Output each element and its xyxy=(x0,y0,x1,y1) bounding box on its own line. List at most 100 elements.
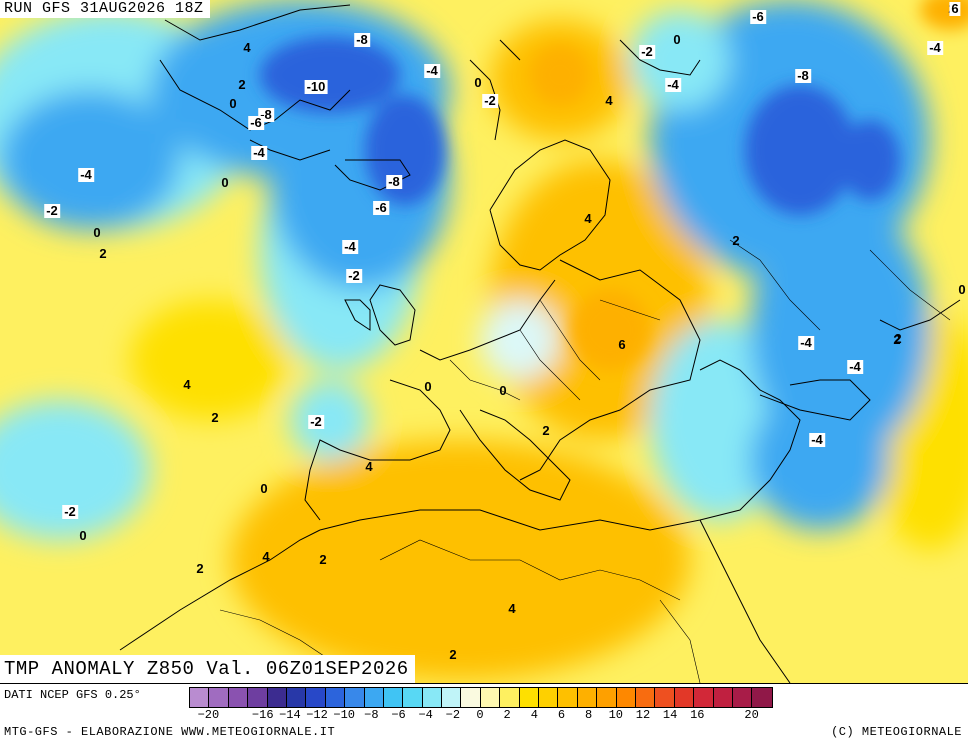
colorbar-swatch xyxy=(461,688,481,707)
colorbar-swatch xyxy=(577,688,598,707)
colorbar-swatch xyxy=(267,688,287,707)
colorbar-swatch xyxy=(713,688,733,707)
contour-label: 4 xyxy=(584,211,592,226)
contour-label: -6 xyxy=(750,9,766,24)
colorbar-tick-label: 4 xyxy=(530,708,538,722)
colorbar-swatch xyxy=(306,688,326,707)
contour-label: 0 xyxy=(221,175,229,190)
colorbar-swatch xyxy=(597,688,617,707)
contour-label: 2 xyxy=(732,233,740,248)
credit-right: (C) METEOGIORNALE xyxy=(831,725,962,739)
contour-label: -2 xyxy=(62,504,78,519)
contour-label: 0 xyxy=(79,528,87,543)
contour-label: -2 xyxy=(308,414,324,429)
colorbar-tick-label: −2 xyxy=(445,708,461,722)
colorbar-swatch xyxy=(364,688,384,707)
anomaly-map: 4-8-40-2-1020-8-6-4-40-8-6-202-4-242-20-… xyxy=(0,0,968,683)
colorbar-swatch xyxy=(616,688,636,707)
colorbar-swatch xyxy=(558,688,578,707)
contour-label: -4 xyxy=(809,432,825,447)
colorbar-swatch xyxy=(286,688,307,707)
colorbar-tick-label: −20 xyxy=(197,708,220,722)
contour-label: -6 xyxy=(373,200,389,215)
colorbar-swatch xyxy=(228,688,249,707)
valid-title: TMP ANOMALY Z850 Val. 06Z01SEP2026 xyxy=(0,655,415,683)
anomaly-cores xyxy=(260,0,968,370)
contour-label: 0 xyxy=(424,379,432,394)
contour-label: 2 xyxy=(99,246,107,261)
colorbar-swatch xyxy=(209,688,229,707)
contour-label: 4 xyxy=(605,93,613,108)
legend-area: DATI NCEP GFS 0.25° −20 −16 −14 −12 −10 −8 −6−… xyxy=(0,683,968,746)
contour-label: -2 xyxy=(346,268,362,283)
contour-label: 4 xyxy=(365,459,373,474)
colorbar-tick-label: 6 xyxy=(557,708,566,722)
colorbar-swatch xyxy=(383,688,404,707)
colorbar-swatch xyxy=(635,688,656,707)
contour-label: 2 xyxy=(196,561,204,576)
data-source-label: DATI NCEP GFS 0.25° xyxy=(4,688,141,702)
contour-label: -4 xyxy=(847,359,863,374)
contour-label: -4 xyxy=(251,145,267,160)
contour-label: -2 xyxy=(639,44,655,59)
contour-label: -4 xyxy=(342,239,358,254)
colorbar-tick-label: −8 xyxy=(364,708,379,722)
contour-label: 4 xyxy=(508,601,516,616)
colorbar-tick-label: 8 xyxy=(585,708,593,722)
contour-label: 0 xyxy=(474,75,482,90)
colorbar-swatch xyxy=(345,688,365,707)
colorbar-swatch xyxy=(403,688,423,707)
contour-label: 0 xyxy=(499,383,507,398)
contour-label: -8 xyxy=(386,174,402,189)
colorbar-tick-label: −4 xyxy=(418,708,433,722)
run-title: RUN GFS 31AUG2026 18Z xyxy=(0,0,210,18)
colorbar-tick-label: −12 xyxy=(306,708,328,722)
colorbar-swatch xyxy=(752,688,772,707)
colorbar-swatch xyxy=(732,688,753,707)
colorbar-tick-label: 20 xyxy=(744,708,759,722)
contour-label: 2 xyxy=(894,331,902,346)
colorbar-swatch xyxy=(480,688,501,707)
contour-label: 0 xyxy=(229,96,237,111)
contour-label: -2 xyxy=(482,93,498,108)
colorbar-tick-label: 10 xyxy=(608,708,623,722)
colorbar-swatch xyxy=(442,688,462,707)
colorbar-swatch xyxy=(694,688,714,707)
contour-label: -4 xyxy=(78,167,94,182)
contour-label: 2 xyxy=(893,332,901,347)
contour-label: -4 xyxy=(798,335,814,350)
colorbar-swatch xyxy=(500,688,520,707)
contour-label: 4 xyxy=(183,377,191,392)
colorbar-tick-label: −14 xyxy=(279,708,301,722)
map-canvas xyxy=(0,0,968,683)
contour-label: 2 xyxy=(449,647,457,662)
contour-label: -2 xyxy=(44,203,60,218)
colorbar-swatch xyxy=(190,688,210,707)
colorbar-swatch xyxy=(325,688,346,707)
colorbar-swatch xyxy=(655,688,675,707)
contour-label: 2 xyxy=(238,77,246,92)
colorbar-swatch xyxy=(248,688,268,707)
colorbar xyxy=(189,687,773,708)
contour-label: 4 xyxy=(262,549,270,564)
coastlines xyxy=(119,4,961,683)
contour-label: -4 xyxy=(424,63,440,78)
contour-label: -6 xyxy=(248,115,264,130)
colorbar-tick-label: −6 xyxy=(391,708,406,722)
contour-label: 0 xyxy=(958,282,966,297)
contour-label: -10 xyxy=(304,79,328,94)
contour-label: 4 xyxy=(243,40,251,55)
contour-label: 0 xyxy=(93,225,101,240)
contour-label: 2 xyxy=(542,423,550,438)
colorbar-tick-label: 16 xyxy=(690,708,705,722)
colorbar-swatch xyxy=(422,688,443,707)
credit-left: MTG-GFS - ELABORAZIONE WWW.METEOGIORNALE… xyxy=(4,725,336,739)
contour-label: -8 xyxy=(354,32,370,47)
contour-label: -8 xyxy=(795,68,811,83)
borders xyxy=(219,239,951,683)
colorbar-tick-label: 2 xyxy=(503,708,511,722)
contour-label: 0 xyxy=(673,32,681,47)
colorbar-tick-label: −16 xyxy=(251,708,274,722)
colorbar-tick-label: 0 xyxy=(476,708,484,722)
colorbar-tick-label: 14 xyxy=(662,708,678,722)
